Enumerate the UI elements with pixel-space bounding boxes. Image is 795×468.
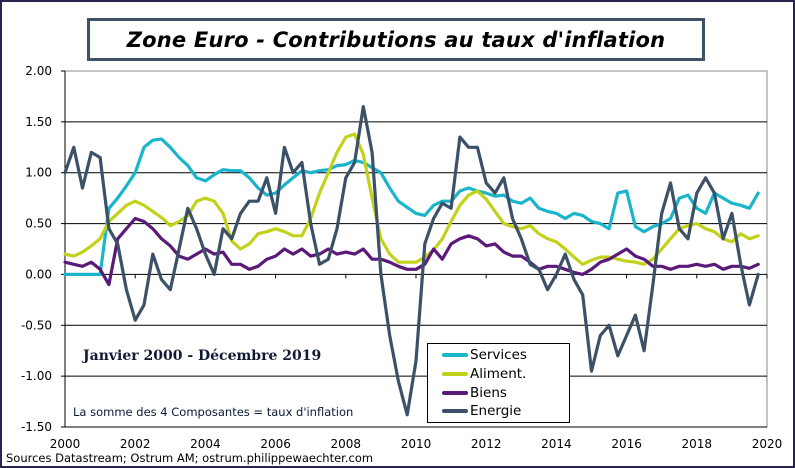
legend-label-energie: Energie bbox=[470, 402, 522, 419]
y-tick-label: -1.50 bbox=[21, 420, 52, 434]
y-tick-label: 1.50 bbox=[25, 115, 52, 129]
gridlines bbox=[65, 121, 767, 377]
legend-item-services: Services bbox=[442, 345, 527, 364]
legend-item-aliment: Aliment. bbox=[442, 364, 526, 383]
legend-item-energie: Energie bbox=[442, 401, 521, 420]
x-tick-label: 2012 bbox=[471, 437, 502, 451]
y-tick-label: 0.50 bbox=[25, 217, 52, 231]
y-tick-label: -0.50 bbox=[21, 318, 52, 332]
x-tick-label: 2008 bbox=[331, 437, 362, 451]
x-tick-label: 2018 bbox=[682, 437, 713, 451]
x-tick-label: 2014 bbox=[541, 437, 572, 451]
legend-swatch-energie bbox=[442, 408, 468, 413]
chart-title-box: Zone Euro - Contributions au taux d'infl… bbox=[87, 18, 705, 61]
legend-item-biens: Biens bbox=[442, 383, 507, 402]
x-tick-label: 2016 bbox=[611, 437, 642, 451]
x-tick-label: 2000 bbox=[50, 437, 81, 451]
series-lines bbox=[63, 104, 760, 417]
legend-label-services: Services bbox=[470, 346, 527, 363]
legend-label-aliment: Aliment. bbox=[470, 365, 527, 382]
legend-swatch-aliment bbox=[442, 371, 468, 376]
series-line-biens bbox=[63, 216, 760, 287]
y-tick-label: 2.00 bbox=[25, 64, 52, 78]
source-note: Sources Datastream; Ostrum AM; ostrum.ph… bbox=[6, 451, 374, 465]
series-line-services bbox=[63, 137, 760, 276]
y-tick-label: 1.00 bbox=[25, 166, 52, 180]
period-label: Janvier 2000 - Décembre 2019 bbox=[83, 348, 322, 364]
y-tick-label: 0.00 bbox=[25, 267, 52, 281]
chart-note: La somme des 4 Composantes = taux d'infl… bbox=[73, 405, 354, 419]
axes bbox=[64, 71, 767, 428]
y-axis-ticks: 2.00 1.50 1.00 0.50 0.00 -0.50 -1.00 -1.50 bbox=[21, 64, 65, 434]
legend-swatch-services bbox=[442, 352, 468, 357]
legend: Services Aliment. Biens Energie bbox=[427, 343, 570, 423]
chart-title: Zone Euro - Contributions au taux d'infl… bbox=[126, 27, 666, 52]
series-line-aliment bbox=[63, 132, 760, 266]
legend-label-biens: Biens bbox=[470, 384, 507, 401]
series-line-energie bbox=[63, 104, 760, 417]
x-axis-ticks: 2000 2002 2004 2006 2008 2010 2012 2014 2016 2018… bbox=[50, 274, 783, 451]
x-tick-label: 2006 bbox=[260, 437, 291, 451]
y-tick-label: -1.00 bbox=[21, 369, 52, 383]
legend-swatch-biens bbox=[442, 390, 468, 395]
x-tick-label: 2010 bbox=[401, 437, 432, 451]
x-tick-label: 2004 bbox=[190, 437, 221, 451]
x-tick-label: 2020 bbox=[752, 437, 783, 451]
x-tick-label: 2002 bbox=[120, 437, 151, 451]
